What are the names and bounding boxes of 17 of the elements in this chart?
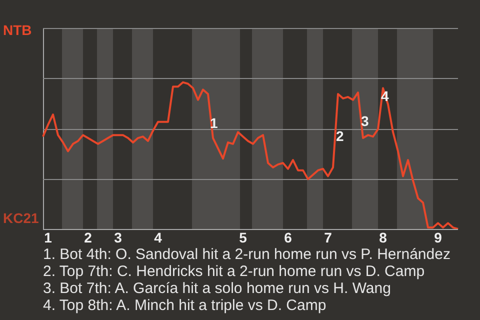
x-tick-label: 4 bbox=[154, 229, 162, 246]
annotation: 4 bbox=[381, 88, 389, 104]
x-tick-label: 9 bbox=[434, 229, 442, 246]
text: 4. Top 8th: A. Minch hit a triple vs D. Camp bbox=[43, 297, 328, 314]
text: NTB bbox=[3, 22, 32, 38]
text: 1. Bot 4th: O. Sandoval hit a 2-run home run vs P. Hernández bbox=[43, 246, 450, 263]
x-tick-label: 8 bbox=[379, 229, 388, 246]
text: 2. Top 7th: C. Hendricks hit a 2-run home run vs D. Camp bbox=[43, 263, 426, 280]
x-tick-label: 3 bbox=[114, 229, 122, 246]
text: 3. Bot 7th: A. García hit a solo home run vs H. Wang bbox=[43, 280, 392, 297]
x-tick-label: 2 bbox=[84, 229, 92, 246]
text: KC21 bbox=[3, 210, 39, 226]
annotation: 2 bbox=[336, 128, 344, 144]
x-tick-label: 5 bbox=[239, 229, 248, 246]
x-tick-label: 6 bbox=[284, 229, 292, 246]
x-tick-label: 1 bbox=[44, 229, 52, 246]
x-tick-label: 7 bbox=[324, 229, 332, 246]
